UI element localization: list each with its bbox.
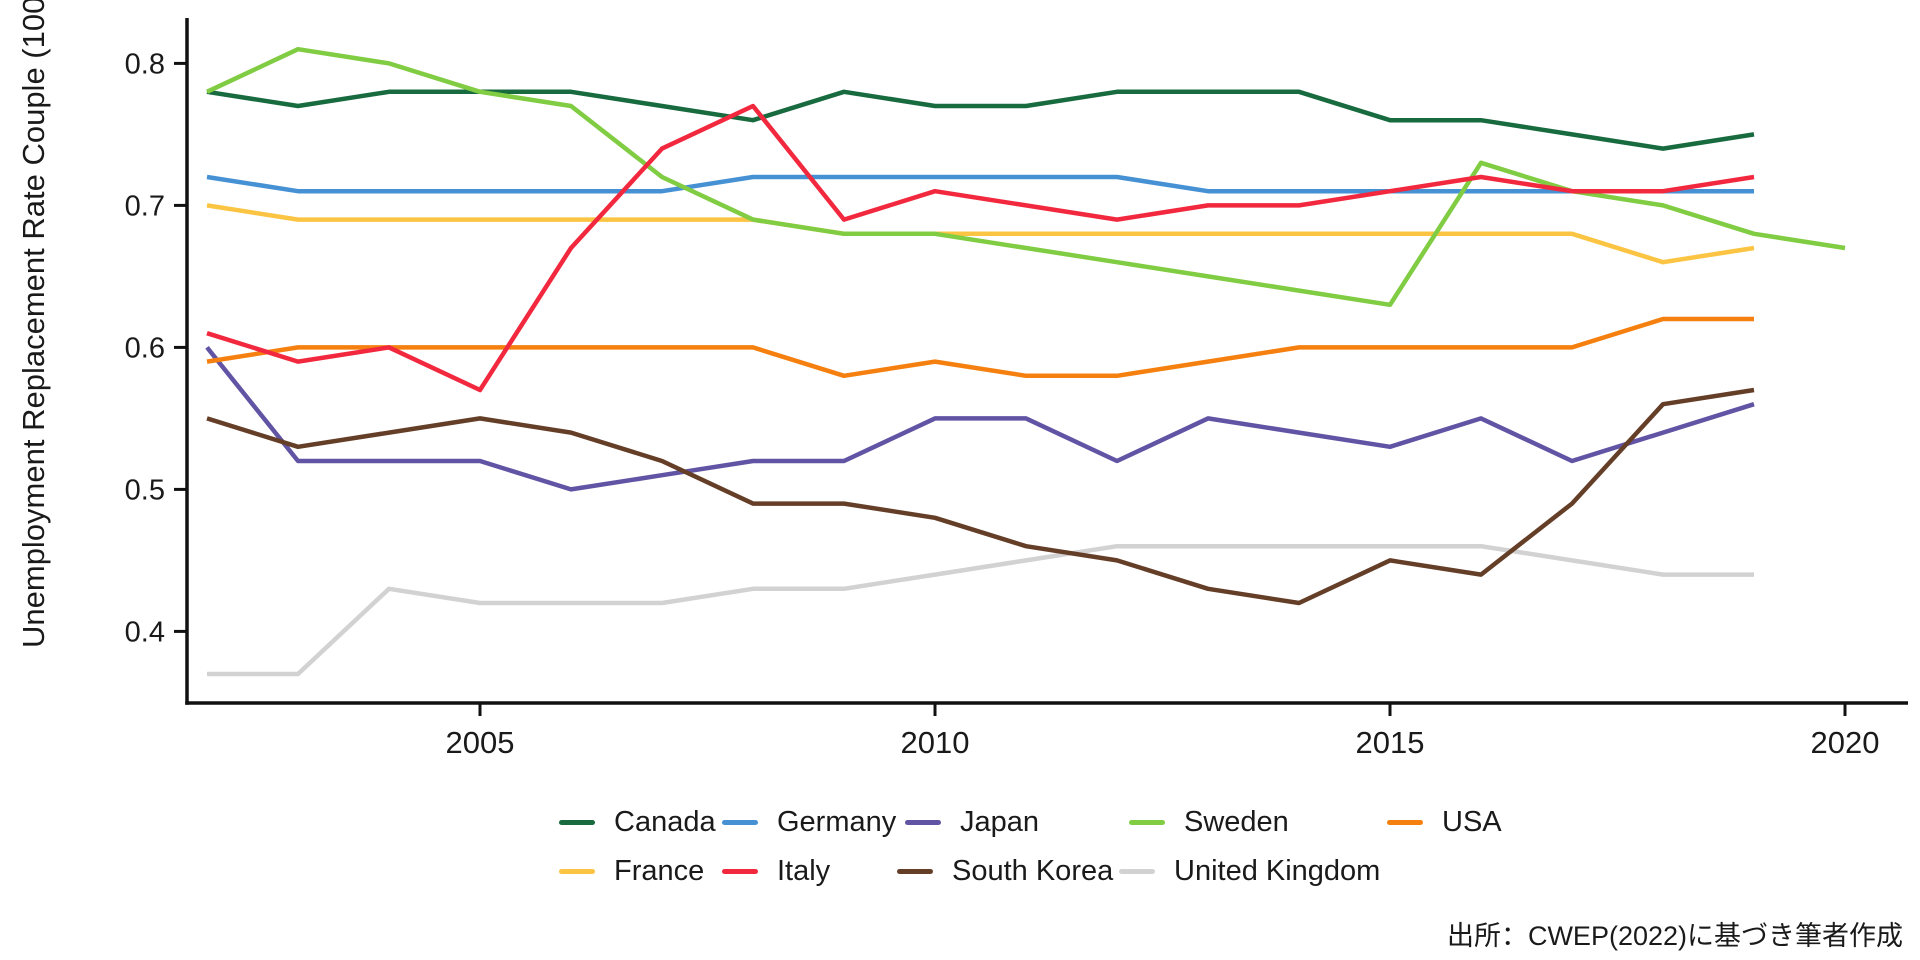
tick-marks (174, 61, 1847, 716)
series-line-south-korea (206, 387, 1755, 606)
legend-label-usa: USA (1442, 805, 1502, 838)
legend-item-canada: Canada (559, 805, 716, 839)
series-line-italy (206, 103, 1755, 393)
legend-swatch-italy (722, 868, 758, 874)
legend-label-united-kingdom: United Kingdom (1174, 854, 1381, 887)
legend-item-italy: Italy (722, 854, 830, 888)
legend-item-japan: Japan (905, 805, 1039, 839)
series-line-france (206, 203, 1755, 265)
y-tick-label-0.6: 0.6 (125, 332, 165, 364)
legend-swatch-japan (905, 819, 941, 825)
tick-labels: 0.8 0.7 0.6 0.5 0.4 2005 2010 2015 2020 (125, 48, 1880, 760)
x-tick-label-2015: 2015 (1356, 725, 1425, 760)
y-tick-label-0.5: 0.5 (125, 474, 165, 506)
source-caption: 出所：CWEP(2022)に基づき筆者作成 (1446, 921, 1903, 951)
axes (185, 18, 1908, 705)
legend-item-united-kingdom: United Kingdom (1119, 854, 1380, 888)
legend-label-japan: Japan (960, 805, 1040, 838)
x-tick-label-2005: 2005 (446, 725, 515, 760)
legend-swatch-sweden (1129, 819, 1165, 825)
series-line-canada (206, 89, 1755, 151)
legend-item-south-korea: South Korea (897, 854, 1113, 888)
legend-label-germany: Germany (777, 805, 897, 838)
legend-swatch-germany (722, 819, 758, 825)
legend-label-south-korea: South Korea (952, 854, 1114, 887)
legend-item-france: France (559, 854, 704, 888)
legend-swatch-usa (1387, 819, 1423, 825)
legend-label-sweden: Sweden (1184, 805, 1289, 838)
y-tick-label-0.4: 0.4 (125, 616, 165, 648)
legend-swatch-canada (559, 819, 595, 825)
legend-label-canada: Canada (614, 805, 716, 838)
legend-swatch-united-kingdom (1119, 868, 1155, 874)
series-line-united-kingdom (207, 543, 1754, 677)
series-line-germany (206, 174, 1754, 194)
series-line-japan (205, 345, 1755, 492)
legend-label-italy: Italy (777, 854, 831, 887)
line-chart: 0.8 0.7 0.6 0.5 0.4 2005 2010 2015 2020 Unemploy… (16, 0, 1908, 760)
y-tick-label-0.8: 0.8 (125, 48, 165, 80)
legend-swatch-france (559, 868, 595, 874)
legend-item-sweden: Sweden (1129, 805, 1289, 839)
legend-item-usa: USA (1387, 805, 1502, 839)
y-tick-label-0.7: 0.7 (125, 190, 165, 222)
legend-swatch-south-korea (897, 868, 933, 874)
legend-item-germany: Germany (722, 805, 896, 839)
x-tick-label-2020: 2020 (1811, 725, 1880, 760)
x-tick-label-2010: 2010 (901, 725, 970, 760)
series-line-usa (206, 316, 1754, 379)
legend-label-france: France (614, 854, 705, 887)
y-axis-title: Unemployment Replacement Rate Couple (10… (16, 0, 51, 648)
series-lines (205, 46, 1846, 677)
